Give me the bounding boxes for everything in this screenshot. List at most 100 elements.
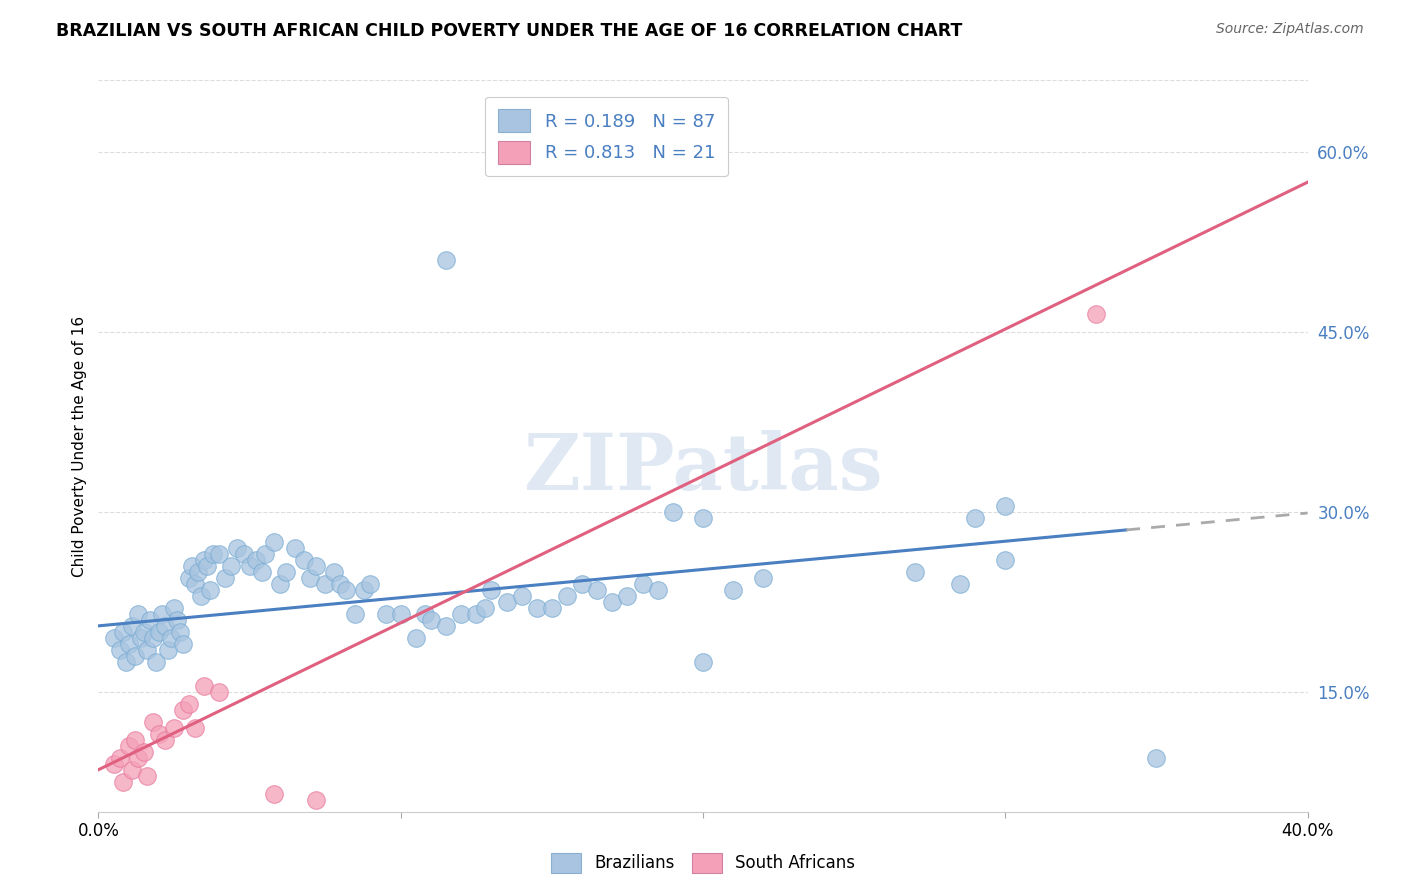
Point: [202, 547, 225, 561]
Point: [142, 631, 165, 645]
Point: [179, 571, 201, 585]
Point: [474, 600, 496, 615]
Point: [495, 595, 517, 609]
Point: [450, 607, 472, 621]
Point: [172, 703, 194, 717]
Point: [540, 600, 562, 615]
Point: [179, 697, 201, 711]
Point: [193, 679, 215, 693]
Point: [132, 624, 155, 639]
Text: Source: ZipAtlas.com: Source: ZipAtlas.com: [1216, 22, 1364, 37]
Point: [150, 607, 173, 621]
Point: [195, 558, 218, 573]
Point: [434, 253, 457, 268]
Point: [305, 793, 328, 807]
Point: [121, 619, 143, 633]
Point: [752, 571, 775, 585]
Point: [374, 607, 396, 621]
Point: [208, 547, 231, 561]
Point: [232, 547, 254, 561]
Point: [142, 714, 165, 729]
Point: [132, 745, 155, 759]
Point: [526, 600, 548, 615]
Point: [145, 655, 167, 669]
Point: [160, 631, 183, 645]
Point: [153, 732, 176, 747]
Point: [163, 600, 186, 615]
Point: [420, 613, 443, 627]
Point: [299, 571, 322, 585]
Point: [329, 577, 352, 591]
Point: [121, 763, 143, 777]
Point: [389, 607, 412, 621]
Point: [190, 589, 212, 603]
Point: [111, 624, 134, 639]
Point: [226, 541, 249, 555]
Point: [274, 565, 297, 579]
Point: [208, 685, 231, 699]
Point: [692, 655, 714, 669]
Point: [723, 582, 745, 597]
Text: BRAZILIAN VS SOUTH AFRICAN CHILD POVERTY UNDER THE AGE OF 16 CORRELATION CHART: BRAZILIAN VS SOUTH AFRICAN CHILD POVERTY…: [56, 22, 963, 40]
Point: [169, 624, 191, 639]
Point: [647, 582, 669, 597]
Point: [949, 577, 972, 591]
Point: [602, 595, 624, 609]
Point: [103, 756, 125, 771]
Point: [153, 619, 176, 633]
Point: [163, 721, 186, 735]
Point: [904, 565, 927, 579]
Point: [323, 565, 346, 579]
Point: [292, 553, 315, 567]
Point: [118, 637, 141, 651]
Point: [127, 751, 149, 765]
Point: [555, 589, 578, 603]
Point: [200, 582, 222, 597]
Point: [221, 558, 243, 573]
Legend: R = 0.189   N = 87, R = 0.813   N = 21: R = 0.189 N = 87, R = 0.813 N = 21: [485, 96, 727, 177]
Legend: Brazilians, South Africans: Brazilians, South Africans: [544, 847, 862, 880]
Point: [263, 535, 285, 549]
Point: [135, 769, 157, 783]
Point: [135, 643, 157, 657]
Point: [103, 631, 125, 645]
Point: [181, 558, 204, 573]
Point: [353, 582, 375, 597]
Point: [172, 637, 194, 651]
Point: [124, 732, 146, 747]
Point: [214, 571, 236, 585]
Point: [184, 577, 207, 591]
Point: [118, 739, 141, 753]
Point: [129, 631, 152, 645]
Point: [344, 607, 367, 621]
Point: [250, 565, 273, 579]
Point: [965, 511, 987, 525]
Point: [510, 589, 533, 603]
Point: [127, 607, 149, 621]
Point: [108, 751, 131, 765]
Point: [239, 558, 262, 573]
Point: [692, 511, 714, 525]
Point: [586, 582, 609, 597]
Point: [263, 787, 285, 801]
Text: ZIPatlas: ZIPatlas: [523, 430, 883, 506]
Point: [616, 589, 638, 603]
Y-axis label: Child Poverty Under the Age of 16: Child Poverty Under the Age of 16: [72, 316, 87, 576]
Point: [1144, 751, 1167, 765]
Point: [284, 541, 307, 555]
Point: [481, 582, 503, 597]
Point: [571, 577, 593, 591]
Point: [187, 565, 209, 579]
Point: [139, 613, 162, 627]
Point: [631, 577, 654, 591]
Point: [166, 613, 188, 627]
Point: [156, 643, 179, 657]
Point: [413, 607, 436, 621]
Point: [124, 648, 146, 663]
Point: [305, 558, 328, 573]
Point: [193, 553, 215, 567]
Point: [335, 582, 357, 597]
Point: [465, 607, 488, 621]
Point: [314, 577, 336, 591]
Point: [994, 553, 1017, 567]
